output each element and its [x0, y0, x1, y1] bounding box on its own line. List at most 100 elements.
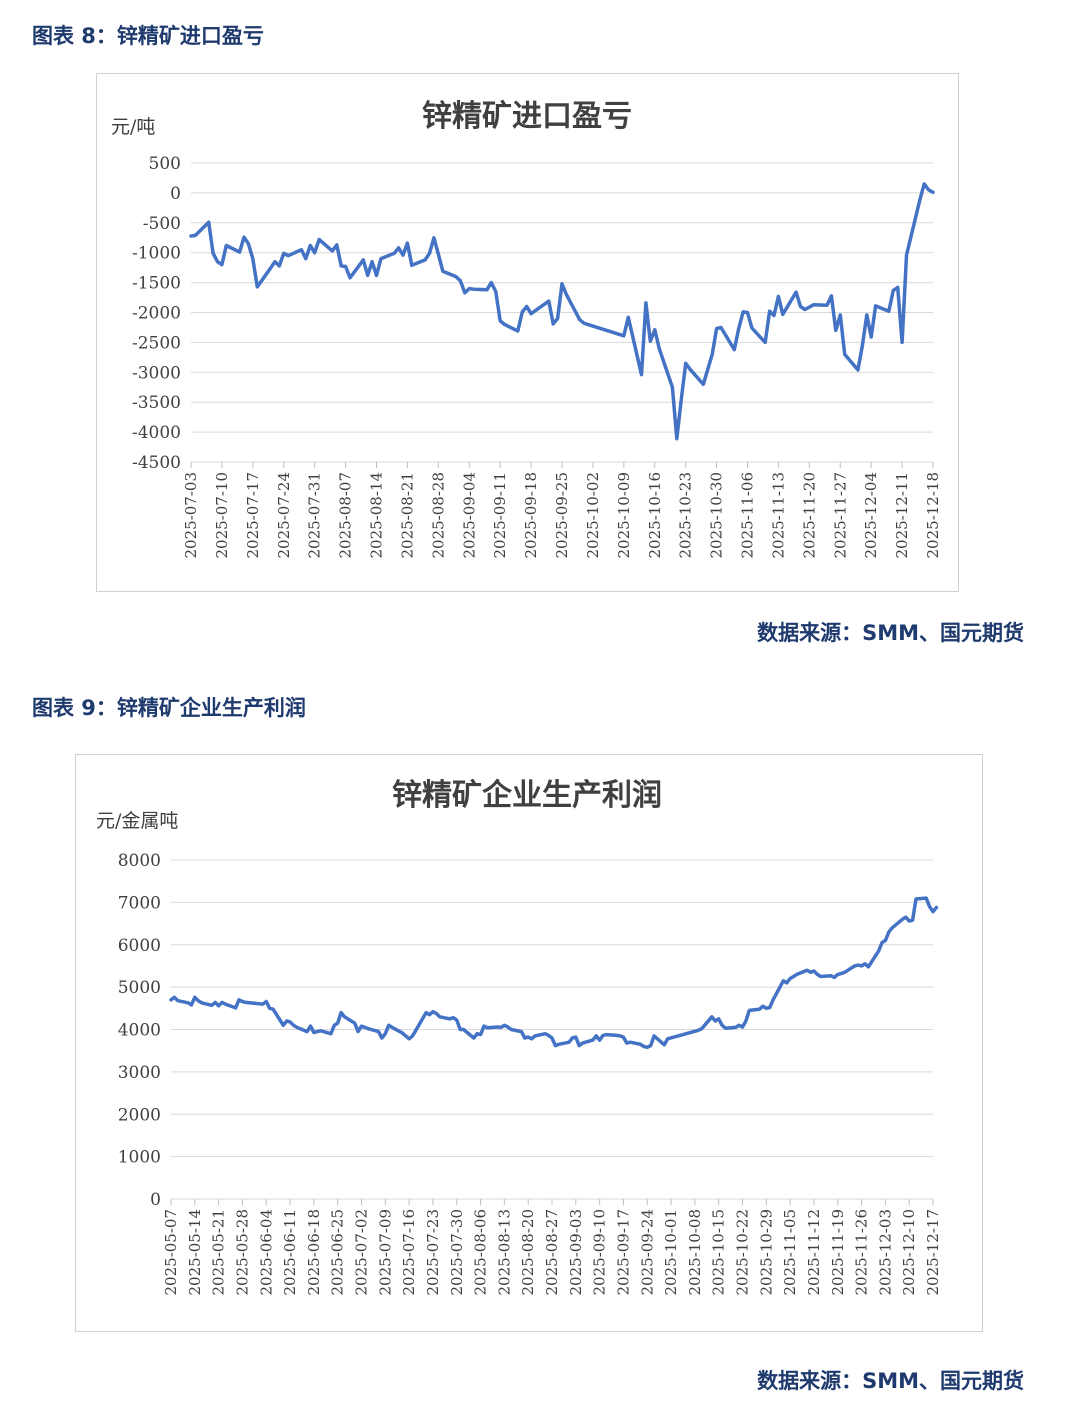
- figure8-x-tick-label: 2025-10-23: [677, 472, 695, 558]
- figure9-x-tick-label: 2025-06-04: [257, 1209, 275, 1295]
- figure9-chart-title: 锌精矿企业生产利润: [392, 778, 662, 813]
- figure9-y-unit: 元/金属吨: [96, 810, 178, 832]
- figure8-x-tick-label: 2025-07-10: [213, 472, 231, 558]
- figure8-gridlines: [191, 162, 933, 463]
- figure9-x-tick-label: 2025-10-22: [734, 1209, 752, 1295]
- figure8-x-tick-label: 2025-09-18: [522, 472, 540, 558]
- figure8-x-tick-label: 2025-07-03: [182, 472, 200, 558]
- figure9-series-layer: [169, 896, 939, 1050]
- figure8-series-line: [189, 182, 935, 441]
- figure8-caption: 图表 8：锌精矿进口盈亏: [32, 24, 264, 48]
- figure9-x-tick-label: 2025-09-10: [591, 1209, 609, 1295]
- figure9-y-tick-label: 0: [150, 1190, 161, 1210]
- figure8-x-tick-label: 2025-12-18: [924, 472, 942, 558]
- figure9-chart: 锌精矿企业生产利润 元/金属吨 8000 7000 6000 5000 4000 3000…: [96, 778, 942, 1295]
- figure9-x-tick-label: 2025-06-11: [281, 1209, 299, 1295]
- figure9-x-tick-label: 2025-10-29: [757, 1209, 775, 1295]
- figure9-x-tick-label: 2025-12-10: [900, 1209, 918, 1295]
- figure9-x-tick-label: 2025-07-16: [400, 1209, 418, 1295]
- figure8-x-tick-label: 2025-07-24: [275, 472, 293, 558]
- figure8-x-tick-label: 2025-08-28: [429, 472, 447, 558]
- figure8-chart: 锌精矿进口盈亏 元/吨 500 0 -500 -1000 -1500 -2000 -2500…: [111, 99, 942, 558]
- figure8-y-tick-label: -3000: [132, 363, 181, 383]
- figure8-chart-title: 锌精矿进口盈亏: [422, 99, 632, 134]
- figure9-y-tick-label: 1000: [118, 1148, 161, 1168]
- figure9-x-tick-label: 2025-08-13: [495, 1209, 513, 1295]
- figure9-x-tick-label: 2025-05-28: [233, 1209, 251, 1295]
- figure8-x-tick-label: 2025-09-04: [460, 472, 478, 558]
- figure9-x-tick-labels: 2025-05-07 2025-05-14 2025-05-21 2025-05-28…: [162, 1199, 942, 1295]
- figure8-y-tick-label: -1500: [132, 274, 181, 294]
- figure9-x-tick-label: 2025-11-12: [805, 1209, 823, 1295]
- figure9-y-tick-label: 5000: [118, 978, 161, 998]
- figure9-x-tick-label: 2025-11-26: [853, 1209, 871, 1295]
- figure8-x-tick-label: 2025-08-21: [398, 472, 416, 558]
- figure9-series-line: [169, 896, 939, 1050]
- figure8-x-tick-label: 2025-09-25: [553, 472, 571, 558]
- figure9-y-tick-label: 4000: [118, 1021, 161, 1041]
- figure9-source: 数据来源：SMM、国元期货: [757, 1369, 1024, 1393]
- figure8-x-tick-label: 2025-12-04: [862, 472, 880, 558]
- figure9-y-tick-label: 3000: [118, 1063, 161, 1083]
- figure8-y-tick-label: -500: [143, 214, 181, 234]
- figure8-y-tick-label: -4000: [132, 423, 181, 443]
- figure8-x-tick-label: 2025-11-27: [831, 472, 849, 558]
- figure9-y-tick-label: 8000: [118, 851, 161, 871]
- figure8-source: 数据来源：SMM、国元期货: [757, 621, 1024, 645]
- figure8-x-tick-label: 2025-12-11: [893, 472, 911, 558]
- figure8-x-tick-label: 2025-10-02: [584, 472, 602, 558]
- figure9-gridlines: [171, 859, 933, 1200]
- figure8-x-tick-label: 2025-07-31: [306, 472, 324, 558]
- figure8-y-tick-labels: 500 0 -500 -1000 -1500 -2000 -2500 -3000 -3500 -4…: [132, 154, 181, 473]
- figure8-x-tick-label: 2025-08-07: [337, 472, 355, 558]
- figure9-x-tick-label: 2025-08-06: [472, 1209, 490, 1295]
- figure9-x-tick-label: 2025-08-20: [519, 1209, 537, 1295]
- figure8-x-tick-label: 2025-10-30: [708, 472, 726, 558]
- figure9-x-tick-label: 2025-07-23: [424, 1209, 442, 1295]
- figure8-series-layer: [189, 182, 935, 441]
- figure9-x-tick-label: 2025-12-03: [876, 1209, 894, 1295]
- figure8-chart-frame: 锌精矿进口盈亏 元/吨 500 0 -500 -1000 -1500 -2000 -2500…: [96, 73, 959, 592]
- figure9-x-tick-label: 2025-07-09: [376, 1209, 394, 1295]
- figure8-x-tick-label: 2025-10-09: [615, 472, 633, 558]
- figure8-y-tick-label: -2000: [132, 304, 181, 324]
- figure9-x-tick-label: 2025-11-19: [829, 1209, 847, 1295]
- figure9-x-tick-label: 2025-06-25: [329, 1209, 347, 1295]
- figure9-x-tick-label: 2025-09-17: [614, 1209, 632, 1295]
- figure9-caption: 图表 9：锌精矿企业生产利润: [32, 696, 306, 720]
- figure9-x-tick-label: 2025-11-05: [781, 1209, 799, 1295]
- figure9-x-tick-label: 2025-08-27: [543, 1209, 561, 1295]
- figure9-y-tick-label: 7000: [118, 893, 161, 913]
- figure9-y-tick-labels: 8000 7000 6000 5000 4000 3000 2000 1000 0: [118, 851, 161, 1210]
- figure9-x-tick-label: 2025-05-21: [210, 1209, 228, 1295]
- figure8-y-tick-label: -3500: [132, 393, 181, 413]
- figure9-y-tick-label: 2000: [118, 1105, 161, 1125]
- figure8-x-tick-label: 2025-07-17: [244, 472, 262, 558]
- figure8-x-tick-label: 2025-11-13: [769, 472, 787, 558]
- figure9-x-tick-label: 2025-06-18: [305, 1209, 323, 1295]
- figure9-chart-frame: 锌精矿企业生产利润 元/金属吨 8000 7000 6000 5000 4000 3000…: [75, 754, 983, 1332]
- figure8-y-tick-label: 0: [170, 184, 181, 204]
- figure9-x-tick-label: 2025-10-08: [686, 1209, 704, 1295]
- figure9-x-tick-label: 2025-09-03: [567, 1209, 585, 1295]
- figure8-y-tick-label: -2500: [132, 333, 181, 353]
- figure8-x-tick-label: 2025-08-14: [368, 472, 386, 558]
- figure8-y-tick-label: -1000: [132, 244, 181, 264]
- figure8-x-tick-label: 2025-11-20: [800, 472, 818, 558]
- figure9-x-tick-label: 2025-10-01: [662, 1209, 680, 1295]
- figure9-x-tick-label: 2025-05-07: [162, 1209, 180, 1295]
- figure8-x-tick-label: 2025-10-16: [646, 472, 664, 558]
- figure9-x-tick-label: 2025-05-14: [186, 1209, 204, 1295]
- figure8-y-tick-label: -4500: [132, 453, 181, 473]
- figure9-y-tick-label: 6000: [118, 936, 161, 956]
- figure9-x-tick-label: 2025-12-17: [924, 1209, 942, 1295]
- figure8-y-unit: 元/吨: [111, 116, 155, 138]
- figure8-y-tick-label: 500: [149, 154, 181, 174]
- figure9-x-tick-label: 2025-07-02: [353, 1209, 371, 1295]
- figure9-x-tick-label: 2025-10-15: [710, 1209, 728, 1295]
- figure9-x-tick-label: 2025-07-30: [448, 1209, 466, 1295]
- figure8-x-tick-label: 2025-11-06: [739, 472, 757, 558]
- figure8-x-tick-labels: 2025-07-03 2025-07-10 2025-07-17 2025-07-24…: [182, 462, 942, 558]
- figure9-x-tick-label: 2025-09-24: [638, 1209, 656, 1295]
- figure8-x-tick-label: 2025-09-11: [491, 472, 509, 558]
